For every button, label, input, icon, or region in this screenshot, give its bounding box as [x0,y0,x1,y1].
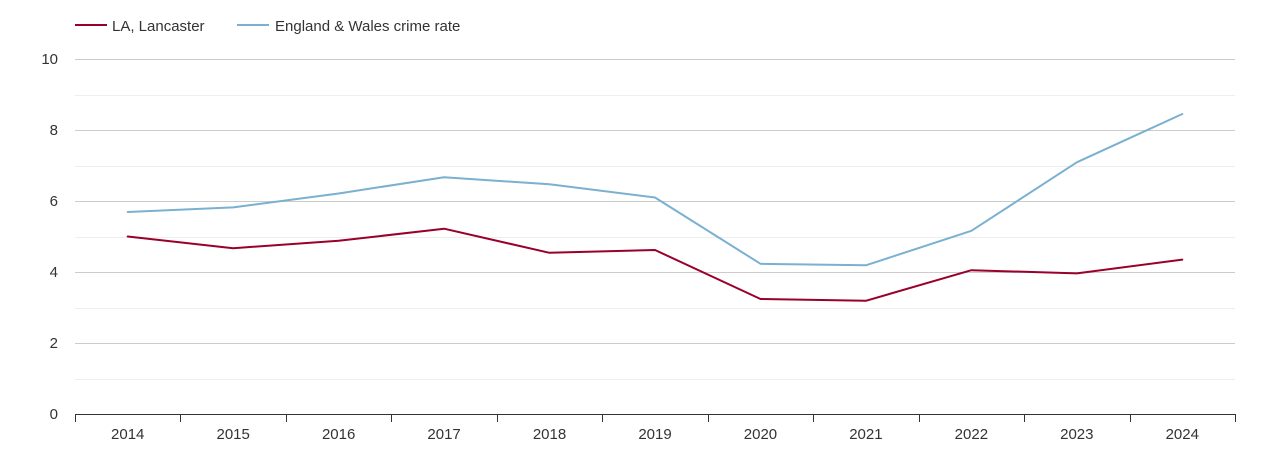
x-tick-label: 2023 [1060,426,1093,443]
data-point[interactable] [1180,112,1184,116]
data-point[interactable] [337,239,341,243]
legend-item-england-wales[interactable]: England & Wales crime rate [237,18,460,35]
y-axis: 0 2 4 6 8 10 [41,51,58,423]
legend-label-lancaster: LA, Lancaster [112,18,205,35]
data-point[interactable] [1180,258,1184,262]
data-point[interactable] [758,262,762,266]
y-tick-label: 6 [50,193,58,210]
data-point[interactable] [442,175,446,179]
x-tick-label: 2016 [322,426,355,443]
data-point[interactable] [653,248,657,252]
data-point[interactable] [758,297,762,301]
data-point[interactable] [337,192,341,196]
y-tick-label: 2 [50,335,58,352]
data-point[interactable] [442,227,446,231]
x-tick-label: 2024 [1166,426,1199,443]
x-axis: 2014 2015 2016 2017 2018 2019 2020 2021 2022 2023… [75,414,1236,443]
data-point[interactable] [1075,160,1079,164]
series-line[interactable] [126,227,1184,302]
y-tick-label: 10 [41,51,58,68]
data-point[interactable] [969,268,973,272]
data-point[interactable] [969,229,973,233]
data-point[interactable] [653,195,657,199]
data-point[interactable] [864,299,868,303]
y-tick-label: 0 [50,406,58,423]
data-point[interactable] [1075,271,1079,275]
series-layer [126,112,1184,303]
data-point[interactable] [231,205,235,209]
data-point[interactable] [126,210,130,214]
x-tick-label: 2022 [955,426,988,443]
series-line[interactable] [126,113,1184,267]
x-tick-label: 2015 [216,426,249,443]
legend: LA, Lancaster England & Wales crime rate [75,18,460,35]
data-point[interactable] [864,263,868,267]
x-tick-label: 2020 [744,426,777,443]
series-lancaster [126,227,1184,303]
data-point[interactable] [548,182,552,186]
x-tick-label: 2017 [427,426,460,443]
y-tick-label: 4 [50,264,58,281]
series-england-wales [126,112,1184,267]
data-point[interactable] [126,235,130,239]
legend-label-england-wales: England & Wales crime rate [275,18,460,35]
gridlines [75,59,1235,380]
x-tick-label: 2021 [849,426,882,443]
legend-item-lancaster[interactable]: LA, Lancaster [75,18,205,35]
x-tick-label: 2019 [638,426,671,443]
x-tick-label: 2018 [533,426,566,443]
data-point[interactable] [231,246,235,250]
data-point[interactable] [548,251,552,255]
y-tick-label: 8 [50,122,58,139]
x-tick-label: 2014 [111,426,144,443]
